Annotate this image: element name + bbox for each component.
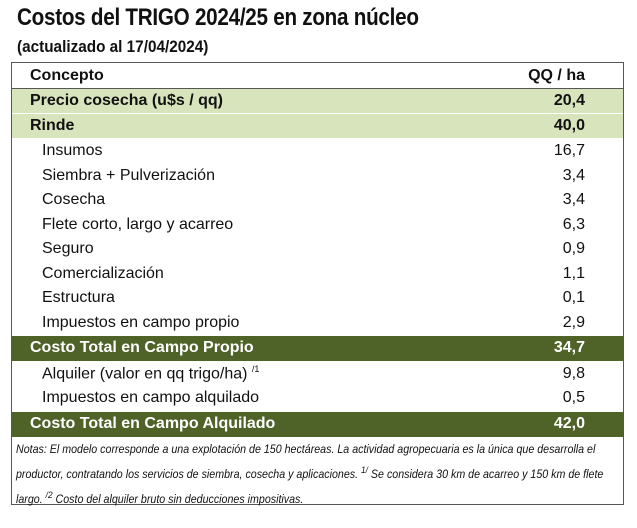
header-concept: Concepto bbox=[30, 66, 104, 84]
table-row: Rinde 40,0 bbox=[12, 113, 623, 138]
table-row: Comercialización 1,1 bbox=[12, 262, 623, 287]
table-row: Siembra + Pulverización 3,4 bbox=[12, 164, 623, 189]
row-label-text: Impuestos en campo alquilado bbox=[42, 389, 260, 407]
table-row: Costo Total en Campo Propio 34,7 bbox=[12, 336, 623, 361]
row-label-text: Flete corto, largo y acarreo bbox=[42, 215, 234, 233]
row-label-text: Alquiler (valor en qq trigo/ha) bbox=[42, 365, 248, 383]
table-row: Cosecha 3,4 bbox=[12, 188, 623, 213]
row-label: Insumos bbox=[42, 142, 102, 160]
table-notes: Notas: El modelo corresponde a una explo… bbox=[16, 439, 614, 510]
row-label-text: Costo Total en Campo Propio bbox=[30, 339, 254, 357]
row-value: 3,4 bbox=[562, 166, 585, 184]
row-label: Costo Total en Campo Alquilado bbox=[30, 415, 275, 433]
row-value: 20,4 bbox=[553, 91, 585, 109]
row-label: Seguro bbox=[42, 240, 94, 258]
table-row: Impuestos en campo alquilado 0,5 bbox=[12, 386, 623, 411]
header-unit: QQ / ha bbox=[528, 66, 585, 84]
page-subtitle: (actualizado al 17/04/2024) bbox=[17, 37, 209, 56]
row-value: 0,9 bbox=[562, 240, 585, 258]
footnote-marker: /1 bbox=[251, 364, 260, 375]
row-label-text: Impuestos en campo propio bbox=[42, 313, 240, 331]
page-title: Costos del TRIGO 2024/25 en zona núcleo bbox=[17, 4, 419, 31]
row-value: 34,7 bbox=[553, 339, 585, 357]
row-label: Estructura bbox=[42, 289, 115, 307]
row-label: Precio cosecha (u$s / qq) bbox=[30, 92, 223, 110]
notes-text: Notas: El modelo corresponde a una explo… bbox=[16, 443, 596, 481]
row-label-text: Rinde bbox=[30, 116, 75, 134]
row-value: 42,0 bbox=[553, 415, 585, 433]
row-label: Alquiler (valor en qq trigo/ha) /1 bbox=[42, 364, 259, 383]
row-label-text: Estructura bbox=[42, 289, 115, 307]
row-label-text: Seguro bbox=[42, 240, 94, 258]
footnote-1-marker: 1/ bbox=[361, 465, 368, 475]
row-label: Costo Total en Campo Propio bbox=[30, 339, 254, 357]
row-value: 40,0 bbox=[553, 116, 585, 134]
row-label: Impuestos en campo alquilado bbox=[42, 389, 259, 407]
row-label-text: Costo Total en Campo Alquilado bbox=[30, 415, 276, 433]
row-value: 2,9 bbox=[562, 313, 585, 331]
row-value: 0,1 bbox=[562, 289, 585, 307]
row-label: Flete corto, largo y acarreo bbox=[42, 216, 233, 234]
table-row: Seguro 0,9 bbox=[12, 237, 623, 262]
table-row: Estructura 0,1 bbox=[12, 286, 623, 311]
row-label-text: Precio cosecha (u$s / qq) bbox=[30, 91, 223, 109]
table-row: Flete corto, largo y acarreo 6,3 bbox=[12, 213, 623, 238]
row-label-text: Cosecha bbox=[42, 191, 106, 209]
notes-text: Costo del alquiler bruto sin deducciones… bbox=[52, 492, 304, 506]
row-label: Siembra + Pulverización bbox=[42, 167, 215, 185]
row-value: 16,7 bbox=[553, 142, 585, 160]
row-value: 0,5 bbox=[562, 389, 585, 407]
row-label: Comercialización bbox=[42, 265, 164, 283]
table-row: Alquiler (valor en qq trigo/ha) /1 9,8 bbox=[12, 362, 623, 387]
row-value: 9,8 bbox=[562, 364, 585, 382]
row-label: Cosecha bbox=[42, 191, 105, 209]
row-label: Impuestos en campo propio bbox=[42, 314, 239, 332]
row-label-text: Siembra + Pulverización bbox=[42, 166, 215, 184]
table-row: Costo Total en Campo Alquilado 42,0 bbox=[12, 412, 623, 437]
table-row: Precio cosecha (u$s / qq) 20,4 bbox=[12, 88, 623, 113]
row-value: 1,1 bbox=[562, 264, 585, 282]
notes-text: Se considera 30 km de acarreo y 150 km d… bbox=[16, 467, 604, 506]
row-label: Rinde bbox=[30, 117, 74, 135]
row-value: 6,3 bbox=[562, 215, 585, 233]
table-row: Impuestos en campo propio 2,9 bbox=[12, 311, 623, 336]
row-label-text: Comercialización bbox=[42, 264, 164, 282]
cost-table: Concepto QQ / ha Precio cosecha (u$s / q… bbox=[11, 62, 624, 506]
footnote-2-marker: /2 bbox=[45, 489, 53, 500]
table-row: Insumos 16,7 bbox=[12, 139, 623, 164]
row-value: 3,4 bbox=[562, 191, 585, 209]
table-header: Concepto QQ / ha bbox=[12, 63, 623, 89]
row-label-text: Insumos bbox=[42, 142, 103, 160]
